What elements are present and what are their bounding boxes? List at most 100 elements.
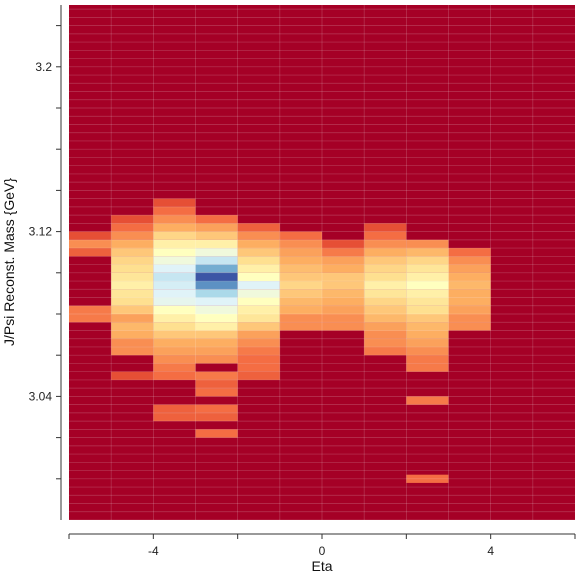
heatmap-cell [237,289,280,298]
heatmap-cell [279,264,322,273]
heatmap-cell [195,231,238,240]
heatmap-cell [153,371,196,380]
heatmap-cell [406,305,449,314]
x-tick-label: -4 [148,544,159,558]
heatmap-cell [153,206,196,216]
y-axis-title: J/Psi Reconst. Mass {GeV} [1,178,17,346]
heatmap-cell [237,305,280,314]
heatmap-cell [195,330,238,339]
heatmap-cell [448,256,491,265]
heatmap-cell [237,256,280,265]
heatmap-cell [279,239,322,249]
heatmap-cell [195,379,238,389]
heatmap-cell [153,305,196,314]
heatmap-cell [111,314,154,323]
heatmap-cell [237,371,280,380]
heatmap-cell [153,322,196,331]
heatmap-cell [364,239,407,249]
heatmap-cell [448,322,491,331]
heatmap-cell [406,289,449,298]
heatmap-cell [195,314,238,323]
heatmap-cell [195,297,238,306]
heatmap-cell [195,404,238,413]
heatmap-cell [237,330,280,339]
heatmap-cell [153,412,196,422]
heatmap-cell [279,297,322,306]
heatmap-cell [237,355,280,364]
heatmap-cell [364,223,407,232]
heatmap-cell [195,388,238,397]
heatmap-cell [111,231,154,240]
heatmap-cell [322,289,365,298]
heatmap-cell [153,239,196,249]
heatmap-cell [322,297,365,306]
heatmap-cell [195,338,238,347]
heatmap-cell [448,314,491,323]
heatmap-cell [153,281,196,290]
heatmap-cell [111,371,154,380]
heatmap-cell [237,231,280,240]
heatmap-cell [111,346,154,356]
heatmap-cell [406,363,449,372]
heatmap-cell [153,289,196,298]
heatmap-cell [153,223,196,232]
heatmap-cell [195,429,238,438]
heatmap-cell [406,297,449,306]
heatmap-cell [279,248,322,257]
heatmap-cell [364,289,407,298]
heatmap-cell [111,223,154,232]
heatmap-cell [195,281,238,290]
heatmap-cell [237,297,280,306]
heatmap-cell [69,239,112,249]
heatmap-cell [322,314,365,323]
heatmap-cell [364,322,407,331]
heatmap-cell [111,248,154,257]
heatmap-cell [195,322,238,331]
heatmap-cell [237,239,280,249]
heatmap-cell [111,322,154,331]
heatmap-cell [406,346,449,356]
heatmap-cell [406,239,449,249]
heatmap-cell [237,272,280,282]
heatmap-cell [279,281,322,290]
heatmap-cell [322,239,365,249]
y-tick-label: 3.2 [35,60,52,74]
heatmap-cell [195,355,238,364]
heatmap-cell [195,289,238,298]
heatmap-cell [322,272,365,282]
heatmap-cell [153,215,196,224]
heatmap-cell [153,248,196,257]
heatmap-cell [153,346,196,356]
heatmap-cell [406,272,449,282]
axis-ticks: -4 0 4 3.04 3.12 3.2 [29,25,576,558]
heatmap-cell [406,314,449,323]
heatmap-cell [406,248,449,257]
heatmap-cell [364,314,407,323]
heatmap-cell [111,297,154,306]
heatmap-cell [153,363,196,372]
heatmap-cell [153,198,196,207]
heatmap-cell [322,256,365,265]
heatmap-cell [406,355,449,364]
heatmap-cell [153,330,196,339]
heatmap-cell [448,297,491,306]
heatmap-cell [364,338,407,347]
heatmap-cell [153,256,196,265]
heatmap-cell [237,314,280,323]
heatmap-cell [364,346,407,356]
heatmap-cell [153,338,196,347]
heatmap-cell [448,264,491,273]
heatmap-cell [364,248,407,257]
heatmap-cell [195,223,238,232]
heatmap-cell [322,264,365,273]
heatmap-cell [111,338,154,347]
heatmap-cell [364,256,407,265]
heatmap-cell [195,264,238,273]
heatmap-cell [448,289,491,298]
heatmap-cell [406,338,449,347]
heatmap-cell [364,264,407,273]
x-tick-label: 4 [487,544,494,558]
heatmap-cell [69,248,112,257]
heatmap-cells [69,5,575,520]
